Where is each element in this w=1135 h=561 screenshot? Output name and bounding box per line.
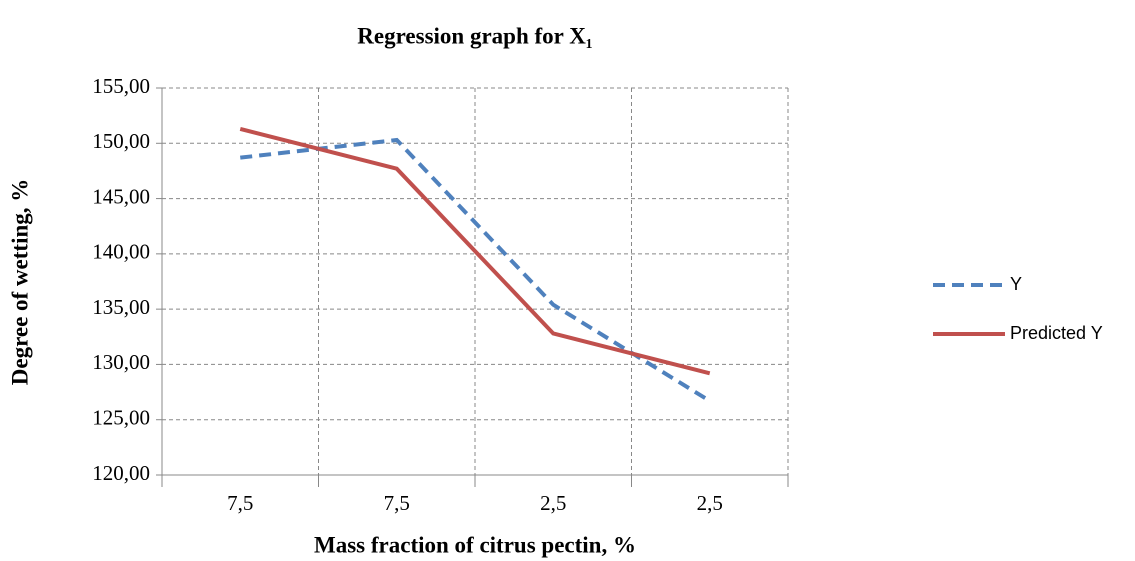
y-tick-label: 135,00 <box>92 295 150 319</box>
x-tick-label: 2,5 <box>540 491 566 515</box>
y-tick-label: 125,00 <box>92 406 150 430</box>
legend-label: Predicted Y <box>1010 323 1103 343</box>
chart-title: Regression graph for X₁ <box>357 23 592 48</box>
y-axis-label: Degree of wetting, % <box>7 179 32 386</box>
y-tick-label: 140,00 <box>92 240 150 264</box>
legend-label: Y <box>1010 274 1022 294</box>
x-axis-label: Mass fraction of citrus pectin, % <box>314 532 636 557</box>
y-tick-label: 130,00 <box>92 350 150 374</box>
x-tick-label: 7,5 <box>227 491 253 515</box>
y-tick-label: 150,00 <box>92 129 150 153</box>
y-tick-label: 120,00 <box>92 461 150 485</box>
y-tick-label: 155,00 <box>92 74 150 98</box>
series-line <box>239 126 711 376</box>
x-tick-label: 2,5 <box>697 491 723 515</box>
y-tick-label: 145,00 <box>92 184 150 208</box>
x-tick-label: 7,5 <box>384 491 410 515</box>
